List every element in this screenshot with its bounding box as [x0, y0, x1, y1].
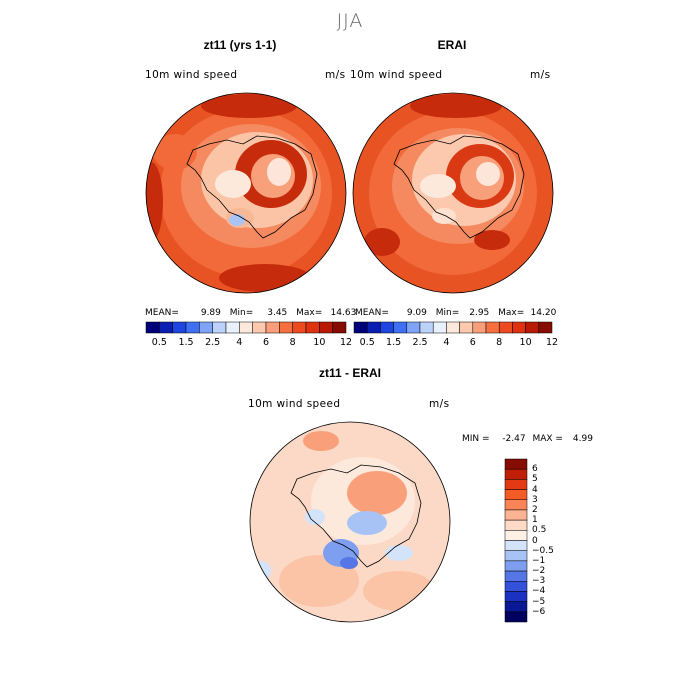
- colorbar-swatch: [504, 550, 528, 562]
- colorbar-tick-label: 0.5: [151, 337, 167, 348]
- colorbar-swatch: [504, 611, 528, 623]
- colorbar-swatch: [504, 509, 528, 521]
- colorbar-tick-label: 2.5: [205, 337, 221, 348]
- colorbar-tick-label: 2.5: [412, 337, 428, 348]
- colorbar-swatch: [380, 321, 394, 334]
- colorbar-swatch: [332, 321, 347, 334]
- colorbar-swatch: [353, 321, 368, 334]
- colorbar-tick-label: −0.5: [532, 545, 554, 556]
- colorbar-tick-label: 3: [532, 494, 538, 505]
- colorbar-swatch: [504, 570, 528, 582]
- colorbar-tick-label: 10: [313, 337, 326, 348]
- colorbar-tick-label: 0: [532, 535, 538, 546]
- obs-units-label: m/s: [530, 69, 551, 81]
- colorbar-swatch: [145, 321, 160, 334]
- colorbar-swatch: [239, 321, 253, 334]
- diff-variable-label: 10m wind speed: [248, 398, 341, 410]
- colorbar-swatch: [504, 591, 528, 602]
- colorbar-tick-label: 4: [532, 484, 538, 495]
- colorbar-tick-label: 8: [289, 337, 296, 348]
- colorbar-tick-label: −1: [532, 555, 546, 566]
- colorbar-tick-label: −4: [532, 586, 546, 597]
- colorbar-tick-label: 4: [236, 337, 243, 348]
- colorbar-tick-label: 8: [496, 337, 503, 348]
- colorbar-tick-label: −5: [532, 596, 546, 607]
- diff-units-label: m/s: [429, 398, 450, 410]
- model-units-label: m/s: [325, 69, 346, 81]
- colorbar-tick-label: 6: [262, 337, 270, 348]
- colorbar-swatch: [525, 321, 540, 334]
- colorbar-tick-label: 2: [532, 504, 538, 515]
- colorbar-swatch: [504, 560, 528, 572]
- model-colorbar: [145, 321, 347, 334]
- colorbar-tick-label: 12: [545, 337, 559, 348]
- colorbar-swatch: [504, 458, 528, 470]
- colorbar-swatch: [504, 601, 528, 613]
- season-title: JJA: [336, 10, 364, 32]
- colorbar-tick-label: 6: [469, 337, 476, 348]
- colorbar-tick-label: 1.5: [386, 337, 402, 348]
- colorbar-swatch: [265, 321, 280, 334]
- diff-colorbar: [504, 458, 528, 623]
- colorbar-swatch: [366, 321, 381, 334]
- obs-polar-map: [352, 92, 554, 294]
- colorbar-swatch: [504, 540, 528, 551]
- colorbar-swatch: [459, 321, 474, 334]
- colorbar-tick-label: 1.5: [178, 337, 194, 348]
- colorbar-swatch: [252, 321, 267, 334]
- obs-panel-title: ERAI: [437, 38, 467, 52]
- colorbar-swatch: [504, 468, 528, 480]
- colorbar-swatch: [172, 321, 187, 334]
- colorbar-swatch: [319, 321, 333, 334]
- colorbar-tick-label: 1: [532, 515, 538, 526]
- model-variable-label: 10m wind speed: [145, 69, 238, 81]
- colorbar-swatch: [485, 321, 500, 334]
- colorbar-swatch: [504, 499, 528, 511]
- colorbar-swatch: [159, 321, 173, 334]
- colorbar-swatch: [199, 321, 213, 334]
- colorbar-swatch: [432, 321, 447, 334]
- colorbar-tick-label: 6: [532, 464, 538, 475]
- colorbar-tick-label: 0.5: [359, 337, 375, 348]
- colorbar-swatch: [472, 321, 487, 334]
- colorbar-swatch: [504, 530, 528, 541]
- colorbar-swatch: [279, 321, 293, 334]
- colorbar-swatch: [393, 321, 408, 334]
- colorbar-tick-label: −2: [532, 566, 546, 577]
- colorbar-swatch: [225, 321, 240, 334]
- colorbar-tick-label: 4: [443, 337, 450, 348]
- colorbar-tick-label: 10: [519, 337, 532, 348]
- model-panel-title: zt11 (yrs 1-1): [203, 38, 277, 52]
- colorbar-tick-label: 0.5: [532, 525, 547, 536]
- obs-colorbar-ticks: 0.5 1.5 2.5 4 6 8 10 12: [354, 337, 558, 349]
- colorbar-swatch: [504, 581, 528, 592]
- obs-stats: MEAN= 9.09 Min= 2.95 Max= 14.20: [355, 308, 557, 318]
- colorbar-swatch: [498, 321, 513, 334]
- colorbar-tick-label: 12: [339, 337, 353, 348]
- obs-variable-label: 10m wind speed: [350, 69, 443, 81]
- diff-colorbar-ticks: 6 5 4 3 2 1 0.5 0 −0.5 −1 −2 −3 −4 −5 −6: [532, 459, 572, 622]
- colorbar-swatch: [504, 489, 528, 500]
- obs-colorbar: [353, 321, 553, 334]
- diff-panel-title: zt11 - ERAI: [318, 366, 381, 380]
- colorbar-swatch: [292, 321, 307, 334]
- colorbar-tick-label: −3: [532, 576, 546, 587]
- colorbar-swatch: [212, 321, 227, 334]
- colorbar-swatch: [185, 321, 200, 334]
- colorbar-swatch: [419, 321, 434, 334]
- model-stats: MEAN= 9.89 Min= 3.45 Max= 14.63: [145, 308, 357, 318]
- colorbar-tick-label: 5: [532, 474, 538, 485]
- colorbar-swatch: [305, 321, 320, 334]
- colorbar-swatch: [504, 479, 528, 490]
- model-polar-map: [145, 92, 347, 294]
- colorbar-swatch: [504, 519, 528, 531]
- colorbar-swatch: [538, 321, 553, 334]
- diff-polar-map: [249, 421, 451, 623]
- colorbar-swatch: [406, 321, 421, 334]
- colorbar-swatch: [446, 321, 460, 334]
- diff-stats: MIN = -2.47 MAX = 4.99: [462, 434, 593, 444]
- colorbar-swatch: [512, 321, 526, 334]
- colorbar-tick-label: −6: [532, 606, 546, 617]
- model-colorbar-ticks: 0.5 1.5 2.5 4 6 8 10 12: [146, 337, 352, 349]
